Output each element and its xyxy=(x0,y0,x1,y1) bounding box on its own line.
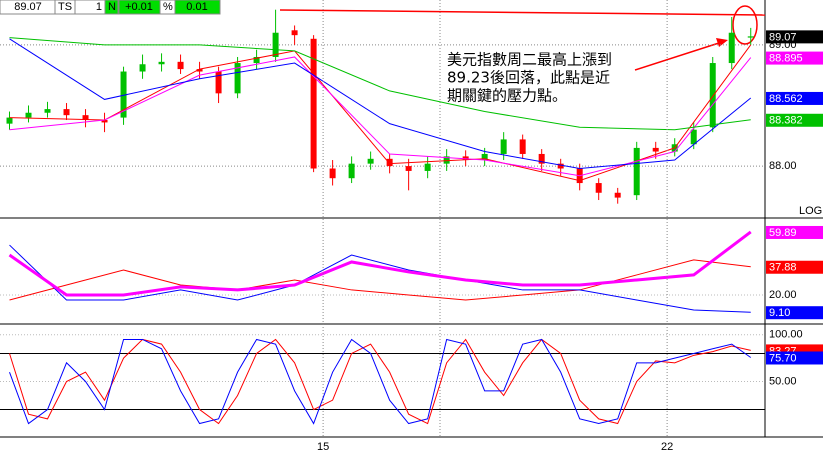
series-line xyxy=(9,56,752,177)
value-label-box xyxy=(766,306,823,320)
candle-body xyxy=(63,109,70,116)
header-field: % xyxy=(163,1,173,13)
value-label: 37.88 xyxy=(769,262,797,274)
candle-body xyxy=(253,56,260,64)
series-line xyxy=(9,259,751,301)
series-line xyxy=(9,37,751,131)
x-tick-label: 22 xyxy=(661,441,673,453)
header-box xyxy=(104,0,119,15)
candle-body xyxy=(120,71,127,118)
scale-label: LOG xyxy=(799,205,822,217)
value-label: 88.562 xyxy=(769,93,803,105)
series-line xyxy=(9,38,752,170)
candle-body xyxy=(215,71,222,94)
y-tick-label: 88.00 xyxy=(769,160,797,172)
candle-body xyxy=(158,61,165,65)
header-field: N xyxy=(108,1,116,13)
header-field: 0.01 xyxy=(186,1,207,13)
y-tick-label: 100.00 xyxy=(769,329,803,341)
candle-body xyxy=(614,192,621,198)
value-label-box xyxy=(766,351,823,365)
candle-body xyxy=(481,153,488,161)
candle-body xyxy=(443,156,450,164)
header-box xyxy=(174,0,221,15)
candle-body xyxy=(329,168,336,179)
series-line xyxy=(9,44,752,182)
header-field: TS xyxy=(58,1,72,13)
candle-body xyxy=(348,163,355,179)
value-label: 59.89 xyxy=(769,227,797,239)
candle-body xyxy=(367,158,374,164)
candle-body xyxy=(25,112,32,118)
annotation: 89.23後回落，此點是近 xyxy=(447,69,610,87)
header-field: +0.01 xyxy=(125,1,153,13)
candle-body xyxy=(291,30,298,36)
value-label: 89.07 xyxy=(769,31,797,43)
candle-body xyxy=(44,109,51,113)
candle-body xyxy=(652,147,659,152)
candle-body xyxy=(82,115,89,121)
candle-body xyxy=(728,32,735,64)
value-label-box xyxy=(766,91,823,105)
y-tick-label: 50.00 xyxy=(769,375,797,387)
arrow xyxy=(634,41,723,71)
candle-body xyxy=(101,120,108,123)
candle-body xyxy=(462,156,469,161)
candle-body xyxy=(424,163,431,171)
candle-body xyxy=(690,129,697,145)
value-label-box xyxy=(766,260,823,274)
value-label: 88.895 xyxy=(769,52,803,64)
value-label-box xyxy=(766,113,823,127)
candle-body xyxy=(272,32,279,57)
value-label: 88.382 xyxy=(769,115,803,127)
x-tick-label: 15 xyxy=(317,441,329,453)
series-line xyxy=(8,230,752,297)
annotation: 期關鍵的壓力點。 xyxy=(447,87,567,105)
candle-body xyxy=(310,38,317,169)
y-tick-label: 20.00 xyxy=(769,289,797,301)
series-line xyxy=(9,338,751,425)
candle-body xyxy=(557,163,564,169)
candle-body xyxy=(538,153,545,164)
candle-body xyxy=(709,63,716,128)
resistance-line xyxy=(279,9,766,16)
value-label: 75.70 xyxy=(769,352,797,364)
candle-body xyxy=(519,139,526,154)
header-field: 1 xyxy=(96,1,102,13)
candle-body xyxy=(234,63,241,94)
value-label-box xyxy=(766,30,823,44)
annotation: 美元指數周二最高上漲到 xyxy=(447,51,612,69)
candle-body xyxy=(139,64,146,72)
value-label-box xyxy=(766,225,823,239)
series-line xyxy=(9,338,752,425)
candle-body xyxy=(405,166,412,171)
candle-body xyxy=(196,69,203,72)
candle-body xyxy=(747,36,754,38)
highlight-circle xyxy=(732,5,758,45)
candle-body xyxy=(500,139,507,154)
candle-body xyxy=(386,158,393,167)
header: 89.07 TS 1 N +0.01 % 0.01 xyxy=(0,0,221,15)
header-field: 89.07 xyxy=(14,1,42,13)
candle-body xyxy=(6,117,13,124)
candle-body xyxy=(595,183,602,193)
series-line xyxy=(9,244,751,313)
candle-body xyxy=(633,147,640,196)
value-label: 9.10 xyxy=(769,307,790,319)
candle-body xyxy=(177,61,184,70)
arrow-head xyxy=(716,38,728,47)
value-label-box xyxy=(766,51,823,65)
